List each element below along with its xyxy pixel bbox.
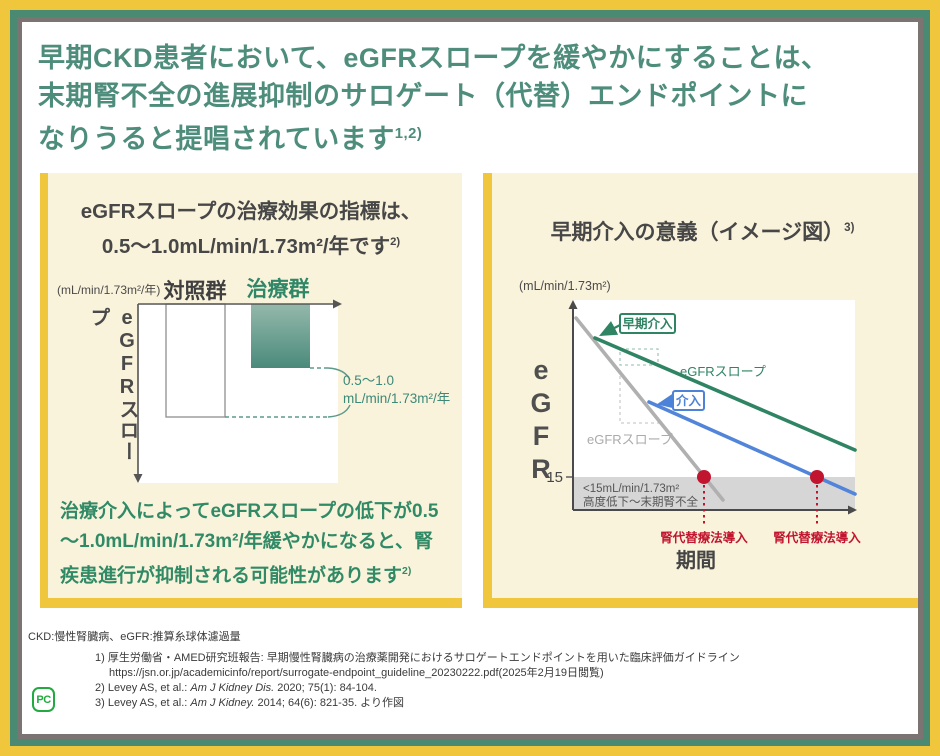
no-intervention-line: [574, 316, 725, 502]
right-panel-early-intervention: 早期介入の意義（イメージ図）3) (mL/min/1.73m²) <15mL/m…: [483, 173, 918, 608]
measure-value-line1: 0.5～1.0: [343, 373, 394, 388]
page-title-line1: 早期CKD患者において、eGFRスロープを緩やかにすることは、: [38, 43, 829, 73]
intervention-callout-box: [672, 390, 705, 411]
krt-label-1: 腎代替療法導入: [660, 530, 748, 545]
page-title-line3: なりうると提唱されています1,2): [38, 124, 423, 154]
measure-value-line2: mL/min/1.73m²/年: [343, 391, 450, 406]
right-heading-superscript: 3): [844, 222, 855, 234]
gray-slope-label: eGFRスロープ: [587, 432, 673, 447]
abbreviation-note: CKD:慢性腎臓病、eGFR:推算糸球体濾過量: [28, 631, 241, 643]
x-axis-arrowhead: [333, 299, 342, 309]
reference-1: 1) 厚生労働省・AMED研究班報告: 早期慢性腎臓病の治療薬開発におけるサロゲ…: [95, 652, 740, 664]
right-panel-accent-strip-bottom: [483, 598, 918, 608]
y-axis-title-vertical: eGFRスロープ: [87, 307, 138, 462]
krt-label-2: 腎代替療法導入: [773, 530, 861, 545]
reference-list: 1) 厚生労働省・AMED研究班報告: 早期慢性腎臓病の治療薬開発におけるサロゲ…: [95, 651, 740, 711]
plot-area: [138, 303, 338, 483]
y-unit-label: (mL/min/1.73m²): [519, 279, 611, 293]
early-intervention-callout-label: 早期介入: [622, 316, 673, 331]
left-panel-heading: eGFRスロープの治療効果の指標は、 0.5～1.0mL/min/1.73m²/…: [80, 200, 422, 258]
left-panel-accent-strip-left: [40, 173, 48, 608]
page-title-line2: 末期腎不全の進展抑制のサロゲート（代替）エンドポイントに: [38, 81, 808, 111]
x-axis-arrowhead: [848, 505, 857, 515]
measure-hook-top: [327, 367, 351, 381]
intervention-arrow: [656, 393, 676, 409]
band-label-line1: <15mL/min/1.73m²: [583, 483, 679, 495]
frame-gray-border: 早期CKD患者において、eGFRスロープを緩やかにすることは、 末期腎不全の進展…: [17, 17, 923, 739]
y-axis-title-vertical: eGFR: [526, 355, 556, 487]
reference-1-url: https://jsn.or.jp/academicinfo/report/su…: [109, 667, 604, 679]
control-group-bar: [165, 303, 226, 418]
early-intervention-callout-box: [619, 313, 676, 334]
intervention-line: [647, 400, 857, 496]
control-group-label: 対照群: [164, 279, 227, 303]
pc-logo: PC: [32, 687, 55, 712]
left-panel-egfr-slope-indicator: eGFRスロープの治療効果の指標は、 0.5～1.0mL/min/1.73m²/…: [40, 173, 462, 608]
right-panel-heading: 早期介入の意義（イメージ図）3): [550, 221, 855, 244]
x-axis-title: 期間: [676, 549, 716, 572]
early-intervention-arrow: [599, 321, 623, 337]
band-label-line2: 高度低下～末期腎不全: [583, 495, 698, 509]
reference-2: 2) Levey AS, et al.: Am J Kidney Dis. 20…: [95, 682, 377, 694]
green-slope-indicator: [619, 348, 659, 366]
left-panel-accent-strip-bottom: [40, 598, 462, 608]
left-heading-superscript: 2): [390, 236, 401, 248]
page-title: 早期CKD患者において、eGFRスロープを緩やかにすることは、 末期腎不全の進展…: [38, 39, 829, 158]
esrd-threshold-band: [573, 477, 855, 510]
left-panel-body-text: 治療介入によってeGFRスロープの低下が0.5～1.0mL/min/1.73m²…: [60, 501, 439, 587]
treatment-group-bar: [251, 304, 310, 368]
gray-slope-indicator: [619, 370, 660, 424]
plot-area: [573, 300, 855, 510]
y-axis-arrowhead: [568, 300, 578, 309]
right-panel-accent-strip-left: [483, 173, 492, 608]
treatment-group-label: 治療群: [247, 277, 310, 301]
y-unit-label: (mL/min/1.73m²/年): [57, 283, 160, 297]
frame-green-border: 早期CKD患者において、eGFRスロープを緩やかにすることは、 末期腎不全の進展…: [10, 10, 930, 746]
green-slope-label: eGFRスロープ: [680, 364, 766, 379]
krt-event-dot-2: [810, 470, 824, 484]
measure-hook-bottom: [327, 404, 351, 418]
content-area: 早期CKD患者において、eGFRスロープを緩やかにすることは、 末期腎不全の進展…: [22, 22, 918, 734]
intervention-callout-label: 介入: [675, 393, 702, 408]
reference-3: 3) Levey AS, et al.: Am J Kidney. 2014; …: [95, 697, 404, 709]
krt-event-dot-1: [697, 470, 711, 484]
left-body-superscript: 2): [402, 566, 412, 577]
early-intervention-line: [593, 336, 857, 452]
page-title-superscript: 1,2): [394, 126, 423, 142]
